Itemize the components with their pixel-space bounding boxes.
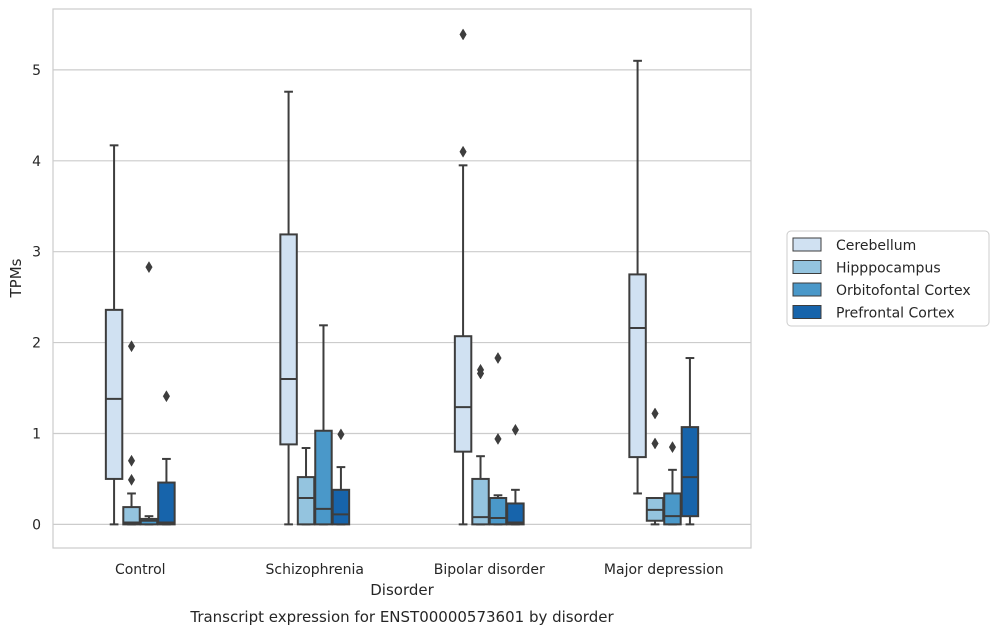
box-iqr: [122, 506, 141, 526]
box-iqr: [296, 476, 316, 526]
box-prefrontal-cortex: [506, 423, 525, 526]
box-iqr: [628, 273, 647, 459]
outlier-point: [668, 441, 677, 454]
legend-label: Hipppocampus: [836, 261, 941, 277]
box-hipppocampus: [122, 340, 141, 526]
outlier-point: [511, 423, 520, 436]
x-tick-label: Major depression: [604, 562, 724, 578]
box-iqr: [663, 492, 682, 526]
y-tick-label: 4: [32, 154, 41, 170]
box-orbitofontal-cortex: [488, 352, 508, 526]
outlier-point: [459, 28, 467, 41]
legend: Cerebellum Hipppocampus Orbitofontal Corte…: [786, 230, 990, 327]
box-hipppocampus: [296, 447, 316, 526]
outlier-point: [651, 407, 659, 420]
box-orbitofontal-cortex: [663, 441, 682, 526]
box-orbitofontal-cortex: [314, 324, 333, 526]
box-iqr: [331, 488, 351, 526]
box-iqr: [104, 308, 124, 480]
y-tick-label: 5: [32, 63, 41, 79]
legend-frame: [786, 230, 990, 327]
outlier-point: [337, 428, 345, 441]
box-iqr: [157, 481, 176, 526]
box-iqr: [488, 497, 508, 526]
x-tick-label: Control: [115, 562, 166, 578]
x-tick-label: Schizophrenia: [266, 562, 364, 578]
legend-label: Prefrontal Cortex: [836, 306, 955, 322]
box-prefrontal-cortex: [157, 390, 176, 526]
box-cerebellum: [104, 144, 124, 526]
plot-frame: [52, 8, 752, 549]
box-iqr: [314, 429, 333, 526]
y-tick-label: 3: [32, 245, 41, 261]
y-axis-ticks: 0 1 2 3 4 5: [32, 63, 41, 533]
legend-label: Cerebellum: [836, 238, 916, 254]
figure-caption: Transcript expression for ENST0000057360…: [189, 608, 614, 626]
box-cerebellum: [279, 90, 298, 526]
outlier-point: [127, 454, 136, 467]
outlier-point: [145, 261, 153, 274]
outlier-point: [476, 363, 485, 376]
legend-swatch: [792, 237, 822, 252]
box-groups: [104, 28, 700, 526]
outlier-point: [162, 390, 171, 403]
y-axis-title: TPMs: [7, 258, 25, 298]
x-tick-label: Bipolar disorder: [434, 562, 545, 578]
box-iqr: [680, 426, 700, 518]
box-cerebellum: [453, 28, 473, 526]
outlier-point: [651, 437, 659, 450]
box-iqr: [453, 335, 473, 453]
legend-label: Orbitofontal Cortex: [836, 283, 971, 299]
box-orbitofontal-cortex: [139, 261, 159, 526]
y-tick-label: 2: [32, 336, 41, 352]
y-tick-label: 0: [32, 517, 41, 533]
outlier-point: [494, 352, 502, 365]
box-hipppocampus: [471, 363, 490, 526]
x-axis-title: Disorder: [370, 581, 434, 599]
box-prefrontal-cortex: [331, 428, 351, 526]
box-prefrontal-cortex: [680, 357, 700, 526]
box-cerebellum: [628, 59, 647, 495]
legend-swatch: [792, 260, 822, 274]
legend-swatch: [792, 305, 822, 319]
box-iqr: [471, 477, 490, 526]
outlier-point: [127, 340, 136, 353]
legend-swatch: [792, 282, 822, 297]
outlier-point: [127, 473, 136, 486]
box-iqr: [279, 233, 298, 446]
box-iqr: [506, 502, 525, 526]
outlier-point: [494, 432, 502, 445]
y-tick-label: 1: [32, 426, 41, 442]
x-axis-ticks: Control Schizophrenia Bipolar disorder Majo…: [115, 562, 724, 578]
outlier-point: [459, 145, 467, 158]
